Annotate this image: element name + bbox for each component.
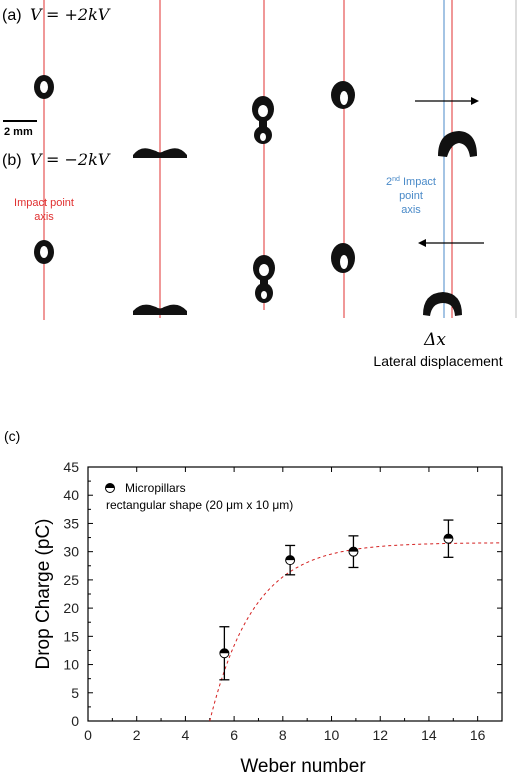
legend: Micropillars rectangular shape (20 μm x 1… xyxy=(105,481,293,512)
fit-curve xyxy=(209,542,503,722)
second-impact-label-superscript: nd xyxy=(392,176,400,183)
x-tick-label: 2 xyxy=(133,727,141,743)
data-point-marker-fill xyxy=(348,547,358,552)
y-tick-label: 40 xyxy=(63,487,79,503)
drop-charge-chart: 0 2 4 6 8 10 12 14 16 0 5 10 15 20 25 30 35 40 45 Weber num… xyxy=(33,459,503,776)
data-point xyxy=(443,533,454,544)
legend-entry-line2: rectangular shape (20 μm x 10 μm) xyxy=(106,498,293,512)
y-tick-label: 10 xyxy=(63,657,79,673)
drop-b4 xyxy=(331,243,355,273)
data-point-marker-fill xyxy=(285,555,295,561)
drop-a5 xyxy=(438,131,477,157)
second-impact-label-line3: axis xyxy=(401,204,421,216)
x-tick-label: 8 xyxy=(279,727,287,743)
drop-a1 xyxy=(34,75,54,99)
drop-a3 xyxy=(252,96,274,144)
y-tick-label: 0 xyxy=(71,713,79,729)
y-tick-label: 30 xyxy=(63,544,79,560)
y-tick-label: 15 xyxy=(63,628,79,644)
drop-a2 xyxy=(133,148,187,158)
y-tick-label: 35 xyxy=(63,515,79,531)
y-tick-label: 20 xyxy=(63,600,79,616)
drop-b1 xyxy=(34,240,54,264)
data-point xyxy=(219,648,230,659)
lateral-displacement-label: Lateral displacement xyxy=(373,353,502,369)
left-arrow-icon xyxy=(418,239,484,247)
drop-b2 xyxy=(133,304,187,315)
y-tick-label: 45 xyxy=(63,459,79,475)
x-tick-label: 4 xyxy=(182,727,190,743)
delta-x-label: Δx xyxy=(423,330,446,350)
panel-a-voltage-value: = +2kV xyxy=(46,5,111,24)
data-point-marker-fill xyxy=(219,648,229,654)
data-point-marker-fill xyxy=(443,534,453,539)
x-axis-label: Weber number xyxy=(240,756,366,776)
data-point xyxy=(348,546,359,557)
image-sequence: (a) V = +2kV 2 mm (b) V = xyxy=(2,0,517,369)
legend-entry-line1: Micropillars xyxy=(125,481,186,495)
second-impact-label-line1: 2nd Impact xyxy=(386,176,436,188)
data-point xyxy=(285,555,296,566)
x-tick-label: 16 xyxy=(470,727,486,743)
x-tick-label: 14 xyxy=(421,727,437,743)
panel-b-voltage-symbol: V xyxy=(30,150,43,169)
y-axis-label: Drop Charge (pC) xyxy=(33,519,54,670)
panel-c-label: (c) xyxy=(4,428,20,444)
x-tick-label: 10 xyxy=(324,727,340,743)
scale-bar-label: 2 mm xyxy=(4,126,33,138)
drop-b3 xyxy=(253,255,275,303)
panel-a-voltage-symbol: V xyxy=(30,5,43,24)
drop-b5 xyxy=(423,292,462,316)
second-impact-label-number: 2 xyxy=(386,176,392,188)
impact-axis-label-line2: axis xyxy=(34,211,54,223)
second-impact-label-line2: point xyxy=(399,190,423,202)
second-impact-label-rest: Impact xyxy=(400,176,436,188)
panel-a-label: (a) xyxy=(2,7,22,24)
drop-a4 xyxy=(331,81,355,109)
x-tick-label: 0 xyxy=(84,727,92,743)
impact-axis-label-line1: Impact point xyxy=(14,197,74,209)
x-tick-label: 12 xyxy=(372,727,388,743)
y-tick-label: 5 xyxy=(71,685,79,701)
right-arrow-icon xyxy=(415,97,479,105)
panel-b-label: (b) xyxy=(2,152,22,169)
legend-marker-fill xyxy=(105,483,115,488)
x-tick-label: 6 xyxy=(230,727,238,743)
panel-b-voltage-value: = −2kV xyxy=(46,150,111,169)
y-tick-label: 25 xyxy=(63,572,79,588)
